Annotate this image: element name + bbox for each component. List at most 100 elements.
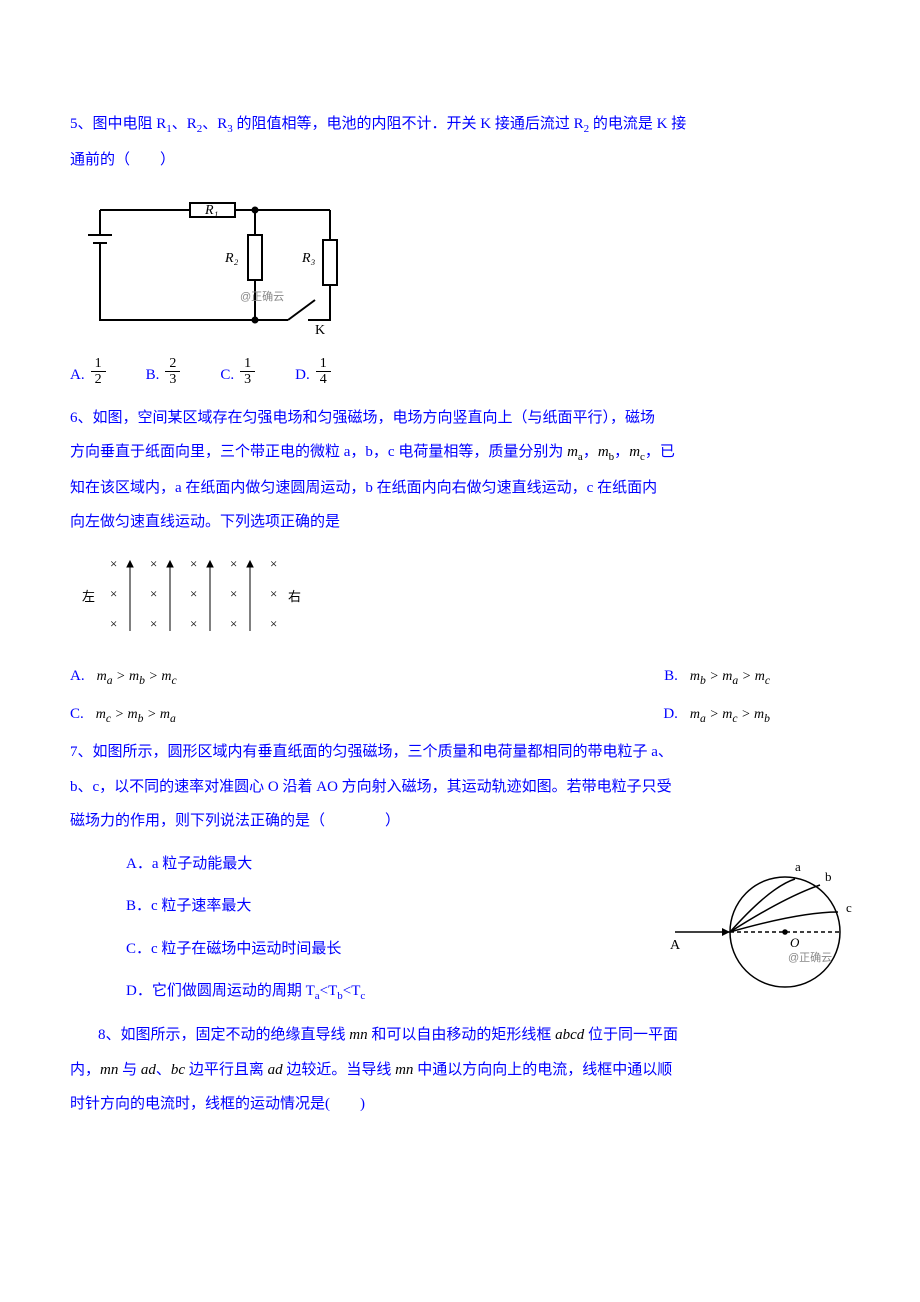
q7-d-a: D．它们做圆周运动的周期 T <box>126 983 315 999</box>
q5-r3-label: R₃ <box>301 251 316 266</box>
q6-mc: m <box>629 444 640 460</box>
q7-d-m2: <T <box>343 983 361 999</box>
q5-mid2: 、R <box>202 116 227 132</box>
q5-text: 5、图中电阻 R1、R2、R3 的阻值相等，电池的内阻不计．开关 K 接通后流过… <box>70 110 850 140</box>
q8-l2c: 、 <box>156 1062 171 1078</box>
svg-text:×: × <box>110 586 117 601</box>
q5-line2: 通前的（ ） <box>70 146 850 175</box>
q6-a-expr: ma > mb > mc <box>97 664 177 692</box>
q7-watermark: @正确云 <box>788 951 832 964</box>
svg-text:×: × <box>190 616 197 631</box>
q5-b-num: 2 <box>165 356 180 372</box>
q5-opt-a-frac: 12 <box>91 356 106 388</box>
svg-text:×: × <box>190 586 197 601</box>
q5-opt-a: A. 12 <box>70 358 106 390</box>
q8-line3: 时针方向的电流时，线框的运动情况是( ) <box>70 1090 850 1119</box>
svg-text:×: × <box>150 556 157 571</box>
q7-line1: 7、如图所示，圆形区域内有垂直纸面的匀强磁场，三个质量和电荷量都相同的带电粒子 … <box>70 738 850 767</box>
q6-b-expr: mb > ma > mc <box>690 664 770 692</box>
svg-text:×: × <box>110 616 117 631</box>
q6-left-label: 左 <box>82 589 95 604</box>
q5-opt-c-frac: 13 <box>240 356 255 388</box>
q6-c-expr: mc > mb > ma <box>96 702 176 730</box>
q5-a-num: 1 <box>91 356 106 372</box>
svg-text:×: × <box>110 556 117 571</box>
q7-c-label: c <box>846 900 852 915</box>
svg-text:×: × <box>270 586 277 601</box>
q6-right-label: 右 <box>288 589 301 604</box>
q6-l2b: ，已 <box>645 444 675 460</box>
q8-mn3: mn <box>395 1062 413 1078</box>
q8-abcd: abcd <box>555 1027 584 1043</box>
q7-d-sc: c <box>360 990 365 1002</box>
q6-d-label: D. <box>663 700 678 729</box>
q8-mn1: mn <box>349 1027 367 1043</box>
q6-b-label: B. <box>664 662 678 691</box>
q5-options: A. 12 B. 23 C. 13 D. 14 <box>70 358 850 390</box>
svg-text:×: × <box>270 616 277 631</box>
q8-l2a: 内， <box>70 1062 100 1078</box>
q5-mid4: 的电流是 K 接 <box>589 116 686 132</box>
q6-line2: 方向垂直于纸面向里，三个带正电的微粒 a，b，c 电荷量相等，质量分别为 ma，… <box>70 438 850 468</box>
q6-field-figure: ××××× ××××× ××××× 左 右 <box>70 543 320 643</box>
q7-d-m1: <T <box>320 983 338 999</box>
svg-text:×: × <box>150 586 157 601</box>
q5-c-num: 1 <box>240 356 255 372</box>
q6-ma: m <box>567 444 578 460</box>
q7-a-label: a <box>795 859 801 874</box>
q5-r1-label: R₁ <box>204 203 218 218</box>
q6-opt-d: D. ma > mc > mb <box>663 700 770 730</box>
q8-ad: ad <box>141 1062 156 1078</box>
q8-l1b: 和可以自由移动的矩形线框 <box>368 1027 556 1043</box>
q5-r2-label: R₂ <box>224 251 239 266</box>
q5-d-den: 4 <box>316 372 331 387</box>
q6-c2: ， <box>614 444 629 460</box>
q8-mn2: mn <box>100 1062 118 1078</box>
q6-l2a: 方向垂直于纸面向里，三个带正电的微粒 a，b，c 电荷量相等，质量分别为 <box>70 444 567 460</box>
q6-opt-a: A. ma > mb > mc <box>70 662 177 692</box>
q8-l1c: 位于同一平面 <box>584 1027 678 1043</box>
q6-line3: 知在该区域内，a 在纸面内做匀速圆周运动，b 在纸面内向右做匀速直线运动，c 在… <box>70 474 850 503</box>
q7-trajectory-figure: A O a b c @正确云 <box>660 857 860 997</box>
q6-c-label: C. <box>70 700 84 729</box>
q5-b-den: 3 <box>165 372 180 387</box>
q5-part1: 5、图中电阻 R <box>70 116 166 132</box>
q5-opt-d: D. 14 <box>295 358 331 390</box>
q7-A-label: A <box>670 938 681 953</box>
svg-text:×: × <box>190 556 197 571</box>
q6-line4: 向左做匀速直线运动。下列选项正确的是 <box>70 508 850 537</box>
q7-b-label: b <box>825 869 832 884</box>
q5-opt-b-label: B. <box>146 361 160 390</box>
q8-line2: 内，mn 与 ad、bc 边平行且离 ad 边较近。当导线 mn 中通以方向向上… <box>70 1056 850 1085</box>
q5-mid1: 、R <box>172 116 197 132</box>
q6-opts-row2: C. mc > mb > ma D. ma > mc > mb <box>70 700 770 730</box>
q6-opt-b: B. mb > ma > mc <box>664 662 770 692</box>
svg-text:×: × <box>230 616 237 631</box>
q5-opt-d-frac: 14 <box>316 356 331 388</box>
q6-opts-row1: A. ma > mb > mc B. mb > ma > mc <box>70 662 770 692</box>
q8-l2d: 边平行且离 <box>185 1062 268 1078</box>
q5-c-den: 3 <box>240 372 255 387</box>
q8-l2f: 中通以方向向上的电流，线框中通以顺 <box>413 1062 672 1078</box>
q5-mid3: 的阻值相等，电池的内阻不计．开关 K 接通后流过 R <box>233 116 584 132</box>
q5-opt-c: C. 13 <box>220 358 255 390</box>
q6-c1: ， <box>583 444 598 460</box>
q5-circuit-figure: R₁ R₂ R₃ K @正确云 <box>70 180 350 340</box>
q5-watermark: @正确云 <box>240 290 284 303</box>
q8-bc: bc <box>171 1062 185 1078</box>
q8-line1: 8、如图所示，固定不动的绝缘直导线 mn 和可以自由移动的矩形线框 abcd 位… <box>70 1021 850 1050</box>
q8-l2e: 边较近。当导线 <box>283 1062 396 1078</box>
q5-opt-b: B. 23 <box>146 358 181 390</box>
q6-a-label: A. <box>70 662 85 691</box>
q5-opt-a-label: A. <box>70 361 85 390</box>
q5-opt-b-frac: 23 <box>165 356 180 388</box>
q6-mb: m <box>598 444 609 460</box>
q5-a-den: 2 <box>91 372 106 387</box>
svg-text:×: × <box>150 616 157 631</box>
svg-text:×: × <box>230 556 237 571</box>
q5-opt-d-label: D. <box>295 361 310 390</box>
q8-l1a: 8、如图所示，固定不动的绝缘直导线 <box>98 1027 349 1043</box>
q6-line1: 6、如图，空间某区域存在匀强电场和匀强磁场，电场方向竖直向上（与纸面平行），磁场 <box>70 404 850 433</box>
q5-k-label: K <box>315 323 325 338</box>
q8-ad2: ad <box>268 1062 283 1078</box>
